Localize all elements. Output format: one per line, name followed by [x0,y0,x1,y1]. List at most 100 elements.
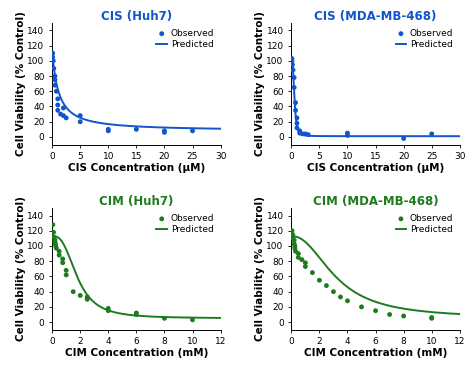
Predicted [363,296,368,300]
Observed [301,263,309,269]
Observed [63,272,70,278]
Observed [104,128,112,134]
Observed [133,126,140,132]
Predicted [289,234,294,238]
Observed [59,260,66,266]
Observed [104,308,112,314]
Y-axis label: Cell Viability (% Control): Cell Viability (% Control) [16,196,26,341]
Predicted [289,56,294,61]
Observed [309,269,316,276]
Observed [344,298,351,304]
Observed [288,228,296,234]
Observed [83,296,91,302]
Observed [289,61,296,67]
Observed [344,132,351,138]
Observed [161,129,168,135]
Predicted [306,243,311,247]
Y-axis label: Cell Viability (% Control): Cell Viability (% Control) [255,196,265,341]
Observed [49,222,56,228]
Legend: Observed, Predicted: Observed, Predicted [155,27,216,51]
Observed [54,107,62,113]
Title: CIM (Huh7): CIM (Huh7) [99,195,173,208]
Predicted [306,133,311,138]
Predicted [404,134,410,138]
Title: CIM (MDA-MB-468): CIM (MDA-MB-468) [313,195,438,208]
Observed [63,267,70,273]
Legend: Observed, Predicted: Observed, Predicted [394,27,455,51]
Title: CIS (Huh7): CIS (Huh7) [101,10,172,23]
Observed [133,310,140,316]
Observed [133,312,140,318]
Observed [53,88,60,94]
Observed [428,315,436,321]
Observed [400,135,408,141]
Predicted [165,315,171,319]
Predicted [420,134,426,138]
Predicted [423,134,428,138]
Predicted [457,134,463,138]
Observed [51,237,59,243]
X-axis label: CIM Concentration (mM): CIM Concentration (mM) [64,348,208,358]
Observed [104,305,112,312]
Predicted [420,309,426,313]
Observed [289,235,297,241]
Observed [52,241,59,247]
Observed [293,120,301,126]
Predicted [66,108,72,113]
Predicted [184,126,190,130]
Observed [294,251,302,257]
Observed [83,294,91,300]
Observed [291,241,298,247]
Observed [293,115,301,121]
Predicted [118,123,123,128]
Observed [292,100,300,106]
Predicted [49,234,55,238]
Observed [288,55,296,61]
Observed [54,102,62,108]
Observed [428,131,436,137]
Predicted [66,255,72,259]
Predicted [184,315,190,320]
Legend: Observed, Predicted: Observed, Predicted [394,212,455,236]
Observed [76,113,84,119]
Observed [76,119,84,125]
Observed [386,312,393,318]
Predicted [363,134,368,138]
Predicted [404,307,410,312]
Observed [292,248,300,254]
Observed [301,131,309,137]
Observed [59,256,66,262]
Predicted [49,52,55,57]
X-axis label: CIS Concentration (μM): CIS Concentration (μM) [307,163,444,172]
Title: CIS (MDA-MB-468): CIS (MDA-MB-468) [314,10,437,23]
Observed [291,243,299,249]
Observed [104,126,112,132]
Observed [51,77,59,83]
Observed [329,289,337,295]
Observed [296,128,303,134]
Observed [294,254,302,260]
Predicted [124,124,129,128]
Observed [293,125,301,131]
Line: Predicted: Predicted [52,236,220,318]
Predicted [218,316,223,320]
Observed [323,282,330,288]
Line: Predicted: Predicted [292,58,460,136]
Observed [51,239,59,245]
Predicted [118,311,123,316]
Predicted [165,125,171,130]
Observed [51,73,59,79]
Predicted [356,134,362,138]
Observed [301,260,309,266]
Observed [76,293,84,299]
Observed [161,128,168,134]
Observed [50,66,58,72]
Observed [291,245,299,251]
Observed [289,67,297,73]
Observed [291,75,298,81]
Observed [358,304,365,310]
Observed [161,315,168,321]
Observed [54,96,62,102]
Observed [50,229,57,235]
Observed [53,245,60,251]
